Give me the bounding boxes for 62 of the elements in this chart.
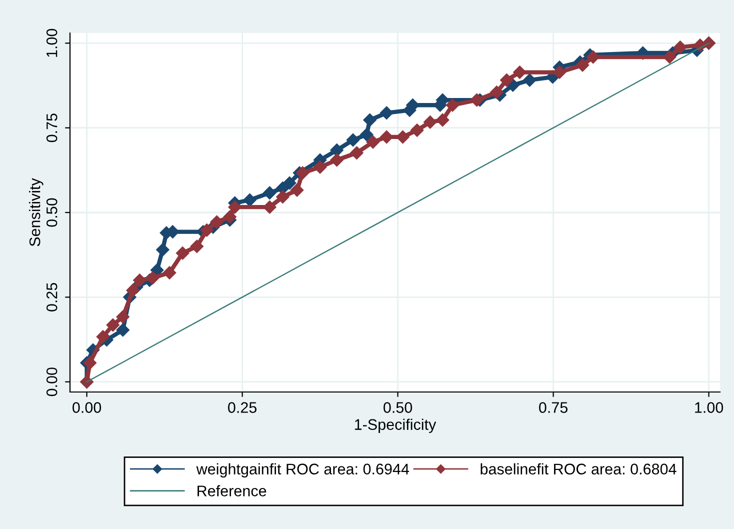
point bbox=[106, 318, 120, 332]
point bbox=[146, 271, 160, 284]
point bbox=[282, 176, 296, 190]
point bbox=[446, 98, 460, 112]
point bbox=[424, 115, 437, 129]
point bbox=[380, 106, 394, 120]
legend-label: Reference bbox=[198, 485, 266, 496]
x-axis-title: 1-Specificity bbox=[354, 418, 436, 433]
x-tick-label: 0.50 bbox=[384, 402, 412, 413]
point bbox=[162, 266, 176, 280]
point bbox=[200, 224, 214, 237]
x-tick-label: 1.00 bbox=[695, 402, 724, 413]
point bbox=[380, 130, 394, 144]
legend-label: baselinefit ROC area: 0.6804 bbox=[480, 463, 676, 474]
point bbox=[243, 193, 256, 207]
y-tick-label: 0.25 bbox=[46, 282, 58, 312]
point bbox=[350, 146, 364, 160]
point bbox=[190, 240, 204, 253]
point bbox=[96, 330, 110, 344]
point bbox=[290, 184, 304, 197]
point bbox=[133, 274, 146, 287]
y-axis-title: Sensitivity bbox=[29, 178, 44, 246]
point bbox=[360, 128, 374, 142]
y-tick-label: 0.75 bbox=[46, 114, 58, 142]
point bbox=[500, 73, 514, 87]
point bbox=[366, 135, 380, 149]
point bbox=[176, 246, 190, 260]
point bbox=[263, 200, 276, 214]
point bbox=[156, 243, 170, 256]
point bbox=[330, 144, 344, 157]
point bbox=[586, 50, 600, 64]
point bbox=[523, 73, 536, 87]
point bbox=[116, 323, 130, 337]
legend-label: weightgainfit ROC area: 0.6944 bbox=[196, 463, 410, 478]
point bbox=[470, 93, 484, 107]
point bbox=[513, 66, 526, 79]
point bbox=[210, 215, 224, 229]
x-tick-label: 0.75 bbox=[539, 402, 568, 413]
point bbox=[223, 210, 236, 224]
point bbox=[126, 284, 140, 297]
point bbox=[346, 133, 360, 147]
point bbox=[674, 40, 687, 54]
point bbox=[116, 310, 130, 324]
point bbox=[330, 153, 344, 167]
point bbox=[436, 113, 450, 127]
point bbox=[576, 58, 590, 72]
point bbox=[363, 113, 376, 127]
y-tick-label: 0.50 bbox=[46, 198, 58, 227]
point bbox=[313, 160, 327, 174]
point bbox=[83, 356, 96, 370]
point bbox=[552, 66, 566, 79]
point bbox=[410, 124, 424, 137]
x-tick-label: 0.25 bbox=[228, 402, 257, 413]
x-tick-label: 0.00 bbox=[72, 402, 102, 413]
point bbox=[296, 166, 310, 180]
point bbox=[276, 190, 290, 204]
point bbox=[228, 200, 242, 214]
point bbox=[663, 50, 676, 64]
point bbox=[396, 130, 410, 144]
y-tick-label: 1.00 bbox=[46, 28, 58, 57]
point bbox=[490, 86, 504, 99]
point bbox=[263, 186, 276, 200]
